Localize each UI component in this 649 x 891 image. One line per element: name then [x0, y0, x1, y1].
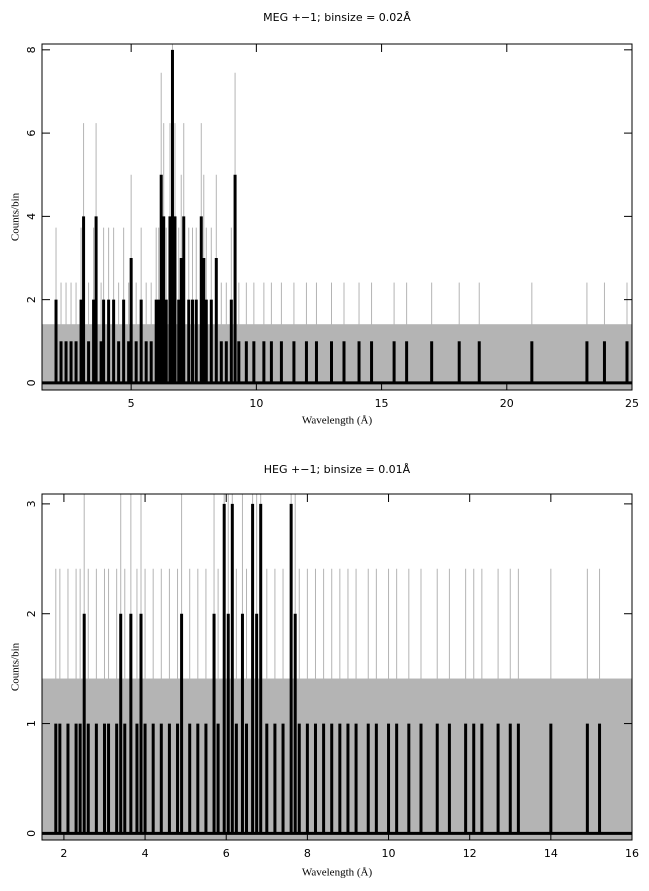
x-tick-label: 8 [304, 847, 311, 860]
plot-frame [41, 43, 633, 391]
plot-area [42, 494, 632, 840]
plot-area [42, 44, 632, 390]
x-tick-label: 20 [500, 397, 514, 410]
x-tick-label: 25 [625, 397, 639, 410]
chart-title: HEG +−1; binsize = 0.01Å [264, 463, 411, 476]
x-axis-label: Wavelength (Å) [302, 867, 373, 879]
y-tick-label: 4 [25, 213, 38, 220]
x-tick-label: 10 [382, 847, 396, 860]
y-tick-label: 1 [25, 720, 38, 727]
y-tick-label: 2 [25, 610, 38, 617]
y-tick-label: 3 [25, 500, 38, 507]
x-tick-label: 14 [544, 847, 558, 860]
y-axis-label: Counts/bin [10, 642, 22, 691]
x-tick-label: 15 [375, 397, 389, 410]
y-tick-label: 0 [25, 379, 38, 386]
x-axis-label: Wavelength (Å) [302, 415, 373, 427]
chart-title: MEG +−1; binsize = 0.02Å [263, 11, 411, 24]
x-tick-label: 16 [625, 847, 639, 860]
x-tick-label: 6 [223, 847, 230, 860]
x-tick-label: 12 [463, 847, 477, 860]
plot-frame [41, 493, 633, 841]
x-tick-label: 5 [128, 397, 135, 410]
x-tick-label: 2 [60, 847, 67, 860]
y-tick-label: 2 [25, 296, 38, 303]
y-tick-label: 0 [25, 830, 38, 837]
x-tick-label: 4 [142, 847, 149, 860]
y-tick-label: 8 [25, 46, 38, 53]
y-tick-label: 6 [25, 130, 38, 137]
y-axis-label: Counts/bin [10, 192, 22, 241]
x-tick-label: 10 [249, 397, 263, 410]
